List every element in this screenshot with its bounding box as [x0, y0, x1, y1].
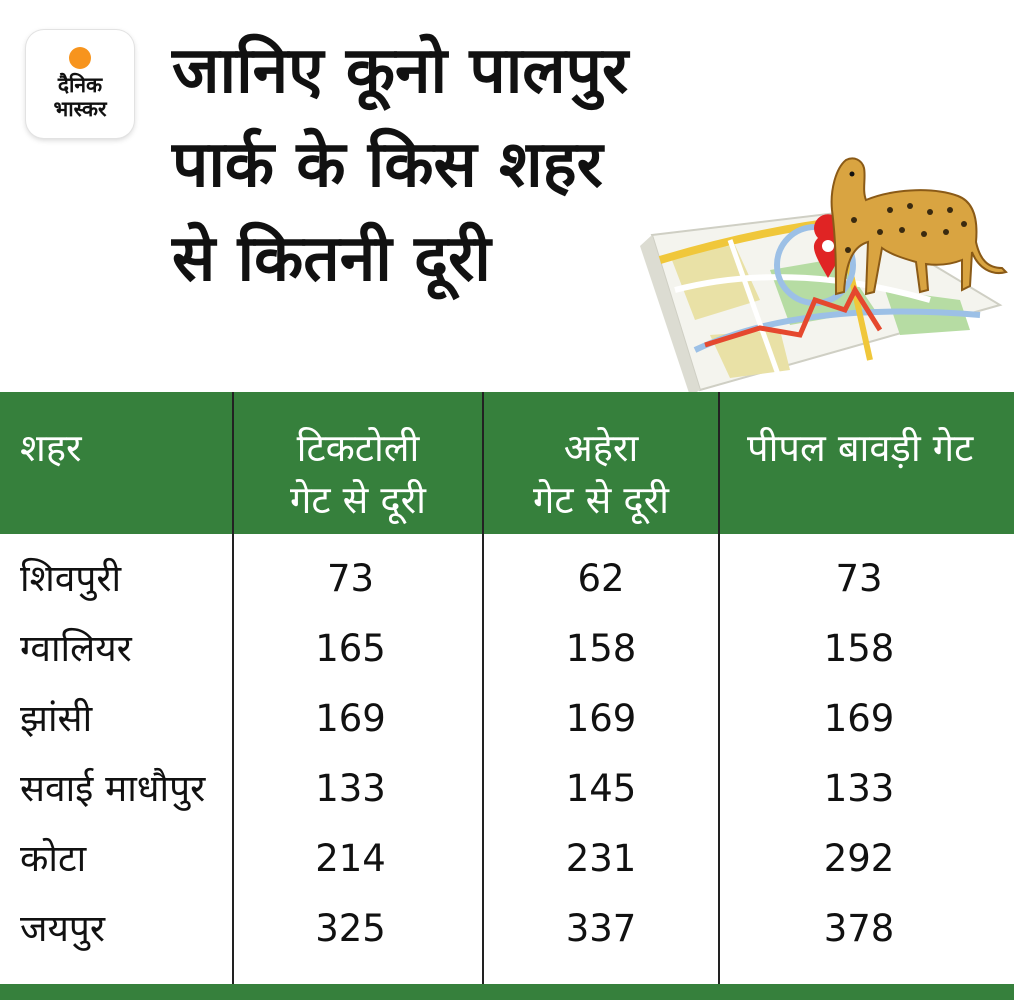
- brand-name-line2: भास्कर: [53, 97, 107, 121]
- header-ahera-line1: अहेरा: [563, 426, 639, 470]
- peepal-bawdi-distance: 169: [823, 697, 895, 740]
- peepal-bawdi-distance: 292: [823, 837, 895, 880]
- table-header: शहर टिकटोली गेट से दूरी अहेरा गेट से दूर…: [0, 392, 1014, 534]
- column-divider: [232, 392, 234, 984]
- header-tiktoli-gate: टिकटोली गेट से दूरी: [233, 392, 483, 534]
- distance-table: शहर टिकटोली गेट से दूरी अहेरा गेट से दूर…: [0, 392, 1014, 984]
- table-row: शिवपुरी 73 62 73: [0, 544, 1014, 614]
- tiktoli-distance: 165: [315, 627, 386, 670]
- peepal-bawdi-distance: 378: [823, 907, 895, 950]
- column-divider: [482, 392, 484, 984]
- brand-name-line1: दैनिक: [57, 73, 103, 97]
- brand-logo: दैनिक भास्कर: [26, 30, 134, 138]
- header-ahera-line2: गेट से दूरी: [533, 478, 669, 522]
- table-row: सवाई माधौपुर 133 145 133: [0, 754, 1014, 824]
- peepal-bawdi-distance: 158: [823, 627, 895, 670]
- ahera-distance: 337: [565, 907, 637, 950]
- bottom-bar: [0, 984, 1014, 1000]
- title-line-3: से कितनी दूरी: [172, 222, 491, 296]
- city-cell: कोटा: [20, 837, 87, 880]
- header-peepal-label: पीपल बावड़ी गेट: [747, 426, 974, 470]
- table-row: ग्वालियर 165 158 158: [0, 614, 1014, 684]
- table-body: शिवपुरी 73 62 73 ग्वालियर 165 158 158 झा…: [0, 544, 1014, 964]
- map-illustration: [640, 157, 1008, 395]
- tiktoli-distance: 214: [315, 837, 386, 880]
- city-cell: शिवपुरी: [20, 557, 122, 600]
- city-cell: झांसी: [20, 697, 93, 740]
- ahera-distance: 231: [565, 837, 637, 880]
- cheetah-icon: [830, 157, 1008, 296]
- tiktoli-distance: 133: [315, 767, 386, 810]
- title-line-2: पार्क के किस शहर: [172, 128, 603, 202]
- table-row: जयपुर 325 337 378: [0, 894, 1014, 964]
- ahera-distance: 158: [565, 627, 637, 670]
- peepal-bawdi-distance: 133: [823, 767, 895, 810]
- header-city-label: शहर: [20, 426, 82, 470]
- city-cell: जयपुर: [20, 907, 106, 950]
- header-tiktoli-line1: टिकटोली: [296, 426, 420, 470]
- table-row: कोटा 214 231 292: [0, 824, 1014, 894]
- page-title: जानिए कूनो पालपुर पार्क के किस शहर से कि…: [172, 24, 812, 306]
- title-line-1: जानिए कूनो पालपुर: [172, 34, 629, 108]
- tiktoli-distance: 169: [315, 697, 386, 740]
- tiktoli-distance: 325: [315, 907, 386, 950]
- ahera-distance: 145: [565, 767, 637, 810]
- city-cell: ग्वालियर: [20, 627, 132, 670]
- city-cell: सवाई माधौपुर: [20, 767, 206, 810]
- table-row: झांसी 169 169 169: [0, 684, 1014, 754]
- ahera-distance: 169: [565, 697, 637, 740]
- ahera-distance: 62: [577, 557, 625, 600]
- column-divider: [718, 392, 720, 984]
- header-peepal-bawdi-gate: पीपल बावड़ी गेट: [719, 392, 1014, 534]
- header-ahera-gate: अहेरा गेट से दूरी: [483, 392, 719, 534]
- header-tiktoli-line2: गेट से दूरी: [290, 478, 426, 522]
- tiktoli-distance: 73: [326, 557, 375, 600]
- peepal-bawdi-distance: 73: [835, 557, 883, 600]
- sun-icon: [69, 47, 91, 69]
- header-city: शहर: [0, 392, 233, 534]
